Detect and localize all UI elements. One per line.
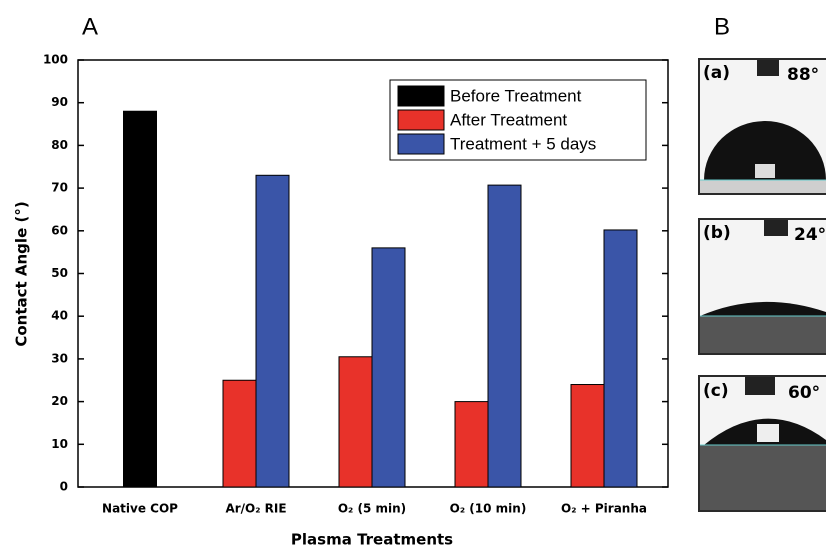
x-tick-label: Native COP bbox=[102, 502, 178, 516]
angle-label: 24° bbox=[794, 225, 826, 245]
angle-label: 88° bbox=[787, 65, 819, 85]
legend-label: After Treatment bbox=[450, 110, 567, 129]
angle-label: 60° bbox=[788, 383, 820, 403]
bar bbox=[123, 110, 157, 488]
y-tick-label: 50 bbox=[51, 266, 68, 280]
y-tick-label: 20 bbox=[51, 394, 68, 408]
legend-swatch bbox=[397, 109, 445, 131]
y-tick-label: 10 bbox=[51, 437, 68, 451]
bar bbox=[371, 247, 406, 488]
legend-swatch bbox=[397, 85, 445, 107]
panel-label: B bbox=[714, 13, 730, 40]
bar bbox=[338, 356, 373, 488]
y-tick-label: 90 bbox=[51, 95, 68, 109]
y-axis-label: Contact Angle (°) bbox=[13, 201, 31, 346]
legend-label: Treatment + 5 days bbox=[450, 134, 596, 153]
panel-label: A bbox=[82, 13, 98, 40]
x-axis-label: Plasma Treatments bbox=[291, 531, 453, 549]
image-label: (b) bbox=[703, 223, 731, 243]
x-tick-label: O₂ (10 min) bbox=[450, 502, 527, 516]
photo bbox=[698, 218, 826, 355]
legend-swatch bbox=[397, 133, 445, 155]
x-tick-label: O₂ (5 min) bbox=[338, 502, 406, 516]
y-tick-label: 30 bbox=[51, 351, 68, 365]
y-tick-label: 0 bbox=[60, 480, 68, 494]
image-label: (a) bbox=[703, 63, 730, 83]
y-tick-label: 80 bbox=[51, 138, 68, 152]
photo bbox=[698, 58, 826, 195]
y-tick-label: 70 bbox=[51, 181, 68, 195]
y-tick-label: 40 bbox=[51, 309, 68, 323]
x-tick-label: O₂ + Piranha bbox=[561, 502, 647, 516]
legend-label: Before Treatment bbox=[450, 86, 582, 105]
photo bbox=[698, 375, 826, 512]
x-tick-label: Ar/O₂ RIE bbox=[225, 502, 286, 516]
bar bbox=[603, 229, 638, 488]
y-tick-label: 60 bbox=[51, 223, 68, 237]
bar bbox=[222, 379, 257, 488]
bar bbox=[487, 184, 522, 488]
y-tick-label: 100 bbox=[43, 53, 68, 67]
image-label: (c) bbox=[703, 381, 729, 401]
bar bbox=[570, 384, 605, 488]
bar bbox=[454, 401, 489, 488]
bar bbox=[255, 174, 290, 488]
